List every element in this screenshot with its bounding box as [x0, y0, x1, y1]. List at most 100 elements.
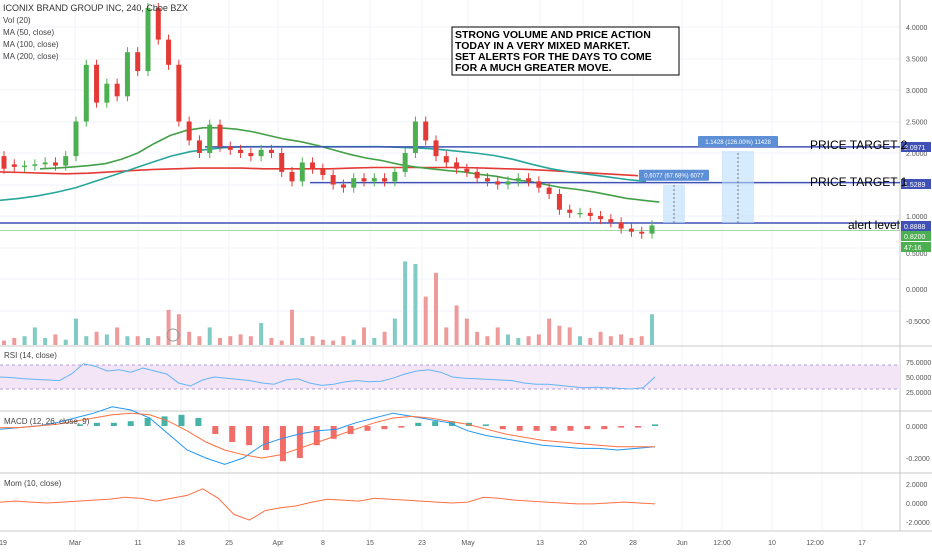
- candle-body-5: [52, 162, 58, 166]
- volume-bar-1: [12, 337, 17, 345]
- ma50-line: [39, 127, 660, 203]
- candle-body-18: [186, 121, 192, 141]
- rsi-band: [0, 365, 900, 389]
- annotation-line-1: STRONG VOLUME AND PRICE ACTION: [455, 29, 651, 41]
- annotation-box[interactable]: [451, 26, 680, 76]
- macd-hist-13: [296, 426, 303, 458]
- momentum-line: [0, 488, 656, 521]
- volume-bar-17: [176, 314, 181, 345]
- price-tick-9: -0.5000: [906, 319, 930, 326]
- alert-level-label: alert level: [848, 218, 899, 232]
- volume-bar-2: [22, 336, 27, 345]
- time-tick-5: Apr: [273, 540, 285, 547]
- candle-body-52: [536, 181, 542, 188]
- macd-hist-0: [77, 424, 83, 426]
- candle-body-4: [42, 162, 48, 165]
- volume-bar-0: [2, 340, 6, 345]
- macd-hist-14: [313, 426, 320, 446]
- candle-body-10: [104, 83, 110, 103]
- volume-bar-14: [146, 337, 150, 345]
- volume-bar-29: [300, 337, 305, 345]
- candle-body-27: [279, 153, 285, 172]
- time-tick-14: 12:00: [713, 540, 731, 547]
- volume-bar-6: [63, 339, 68, 345]
- grid: [0, 0, 932, 532]
- candle-body-45: [464, 168, 470, 172]
- candle-body-37: [382, 178, 388, 182]
- volume-bar-40: [413, 264, 418, 345]
- macd-hist-28: [550, 426, 557, 431]
- candle-body-1: [11, 164, 17, 167]
- macd-hist-16: [347, 426, 354, 434]
- candle-body-62: [639, 231, 645, 234]
- indicator-ma50: MA (50, close): [3, 28, 54, 37]
- macd-hist-2: [110, 422, 117, 426]
- volume-bars: [2, 261, 654, 345]
- rsi-tick-1: 50.0000: [906, 375, 931, 382]
- price-badge-text-3: 0.8200: [904, 234, 926, 241]
- time-tick-17: 17: [858, 540, 866, 547]
- volume-bar-18: [187, 331, 192, 345]
- volume-bar-52: [536, 334, 541, 345]
- candle-body-14: [145, 8, 151, 72]
- macd-hist-29: [567, 426, 574, 431]
- macd-hist-24: [482, 424, 489, 426]
- volume-bar-35: [362, 327, 366, 345]
- volume-bar-12: [125, 336, 130, 345]
- candle-body-58: [598, 216, 604, 220]
- macd-signal-line: [0, 412, 655, 459]
- candle-body-33: [340, 184, 346, 188]
- time-tick-7: 15: [366, 540, 374, 547]
- volume-bar-50: [516, 337, 521, 345]
- candle-body-17: [176, 64, 182, 122]
- candle-body-38: [392, 171, 398, 182]
- volume-bar-53: [547, 318, 552, 345]
- price-badge-3: [901, 231, 931, 241]
- measure-box-1: [663, 184, 685, 224]
- candle-body-20: [207, 124, 213, 153]
- candle-body-21: [217, 124, 223, 147]
- candle-body-34: [351, 178, 357, 188]
- macd-hist-27: [533, 426, 540, 431]
- price-badge-0: [901, 142, 931, 152]
- price-badge-text-2: 0.8888: [904, 224, 926, 231]
- price-badge-text-0: 2.0971: [904, 145, 926, 152]
- candle-body-0: [1, 156, 7, 169]
- price-tick-1: 3.5000: [906, 57, 928, 64]
- volume-bar-47: [485, 336, 490, 345]
- macd-hist-18: [381, 426, 388, 430]
- candle-body-2: [22, 165, 28, 168]
- candle-body-36: [371, 178, 377, 182]
- volume-bar-4: [43, 337, 48, 345]
- macd-tick-0: 0.0000: [906, 424, 928, 431]
- macd-hist-30: [584, 426, 591, 430]
- macd-hist-17: [364, 426, 371, 431]
- candles: [1, 3, 655, 239]
- macd-hist-31: [601, 426, 608, 430]
- volume-bar-59: [608, 336, 613, 345]
- macd-hist-8: [212, 426, 219, 434]
- candle-body-35: [361, 178, 367, 182]
- macd-hist-3: [127, 421, 134, 426]
- time-tick-15: 10: [768, 540, 776, 547]
- candle-body-47: [484, 178, 490, 182]
- macd-hist-33: [635, 426, 642, 428]
- volume-bar-44: [454, 305, 459, 345]
- volume-bar-16: [166, 309, 171, 345]
- volume-bar-9: [94, 331, 99, 345]
- indicator-ma100: MA (100, close): [3, 40, 59, 49]
- candle-body-30: [310, 162, 316, 169]
- price-tick-4: 2.0000: [906, 151, 928, 158]
- macd-hist-5: [161, 416, 168, 426]
- volume-bar-15: [156, 336, 161, 345]
- volume-bar-62: [639, 336, 644, 345]
- time-tick-9: May: [461, 540, 475, 547]
- candle-body-42: [433, 140, 439, 157]
- volume-bar-37: [382, 331, 387, 345]
- volume-bar-49: [506, 334, 510, 345]
- price-tick-2: 3.0000: [906, 88, 928, 95]
- candle-body-13: [135, 52, 141, 72]
- dividend-marker-icon[interactable]: [166, 328, 180, 342]
- measure-boxes: 0.6077 (67.68%) 6077 1.1428 (126.00%) 114…: [639, 136, 778, 224]
